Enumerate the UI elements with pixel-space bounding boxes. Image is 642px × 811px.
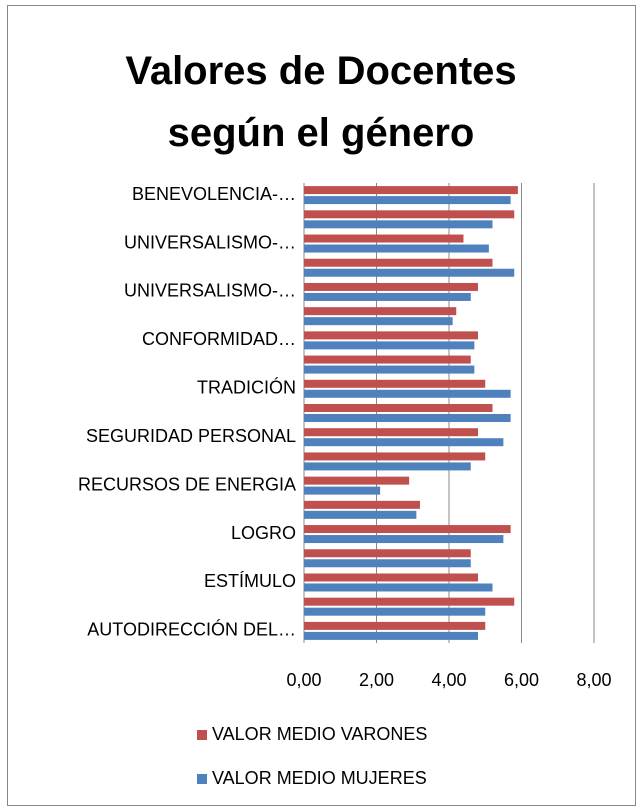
bar bbox=[304, 414, 511, 422]
bar bbox=[304, 510, 417, 519]
bar bbox=[304, 607, 486, 616]
bar bbox=[304, 452, 486, 461]
legend-swatch bbox=[197, 774, 207, 784]
y-tick-label: LOGRO bbox=[231, 523, 296, 543]
bar bbox=[304, 597, 515, 606]
bar bbox=[304, 573, 478, 582]
bar bbox=[304, 379, 486, 388]
bar bbox=[304, 365, 475, 374]
bar bbox=[304, 535, 504, 544]
y-tick-label: UNIVERSALISMO-… bbox=[124, 281, 296, 301]
y-tick-label: BENEVOLENCIA-… bbox=[132, 184, 296, 204]
bar bbox=[304, 292, 471, 301]
bar bbox=[304, 244, 489, 253]
bar bbox=[304, 438, 504, 447]
legend-swatch bbox=[197, 730, 207, 740]
bar bbox=[304, 307, 457, 316]
y-tick-label: SEGURIDAD PERSONAL bbox=[86, 426, 296, 446]
y-tick-label: ESTÍMULO bbox=[204, 571, 296, 591]
bar bbox=[304, 186, 518, 195]
bar bbox=[304, 210, 515, 219]
y-tick-label: CONFORMIDAD… bbox=[142, 329, 296, 349]
bar bbox=[304, 268, 515, 277]
x-tick-label: 2,00 bbox=[359, 670, 394, 690]
bar bbox=[304, 583, 493, 592]
bar bbox=[304, 317, 453, 326]
bar bbox=[304, 476, 410, 485]
bar bbox=[304, 500, 420, 509]
bar bbox=[304, 428, 478, 437]
x-tick-label: 8,00 bbox=[576, 670, 611, 690]
y-tick-label: AUTODIRECCIÓN DEL… bbox=[87, 619, 296, 640]
bar bbox=[304, 621, 486, 630]
bar bbox=[304, 355, 471, 364]
x-tick-label: 4,00 bbox=[431, 670, 466, 690]
y-tick-label: UNIVERSALISMO-… bbox=[124, 232, 296, 252]
bar bbox=[304, 525, 511, 534]
bar bbox=[304, 258, 493, 267]
bar bbox=[304, 559, 471, 568]
bar bbox=[304, 404, 493, 412]
bar bbox=[304, 462, 471, 471]
bar bbox=[304, 486, 381, 495]
legend-label: VALOR MEDIO MUJERES bbox=[212, 768, 427, 788]
bar bbox=[304, 389, 511, 398]
bar bbox=[304, 282, 478, 291]
chart-frame bbox=[7, 5, 636, 806]
legend-label: VALOR MEDIO VARONES bbox=[212, 724, 427, 744]
bar bbox=[304, 631, 478, 640]
y-tick-label: RECURSOS DE ENERGIA bbox=[78, 474, 296, 494]
chart-title: Valores de Docentes según el género bbox=[125, 49, 517, 155]
bar bbox=[304, 220, 493, 229]
x-tick-label: 6,00 bbox=[504, 670, 539, 690]
bar bbox=[304, 196, 511, 205]
y-tick-label: TRADICIÓN bbox=[197, 377, 296, 398]
bar bbox=[304, 234, 464, 243]
bar bbox=[304, 549, 471, 558]
bar bbox=[304, 341, 475, 350]
bar bbox=[304, 331, 478, 340]
x-tick-label: 0,00 bbox=[286, 670, 321, 690]
